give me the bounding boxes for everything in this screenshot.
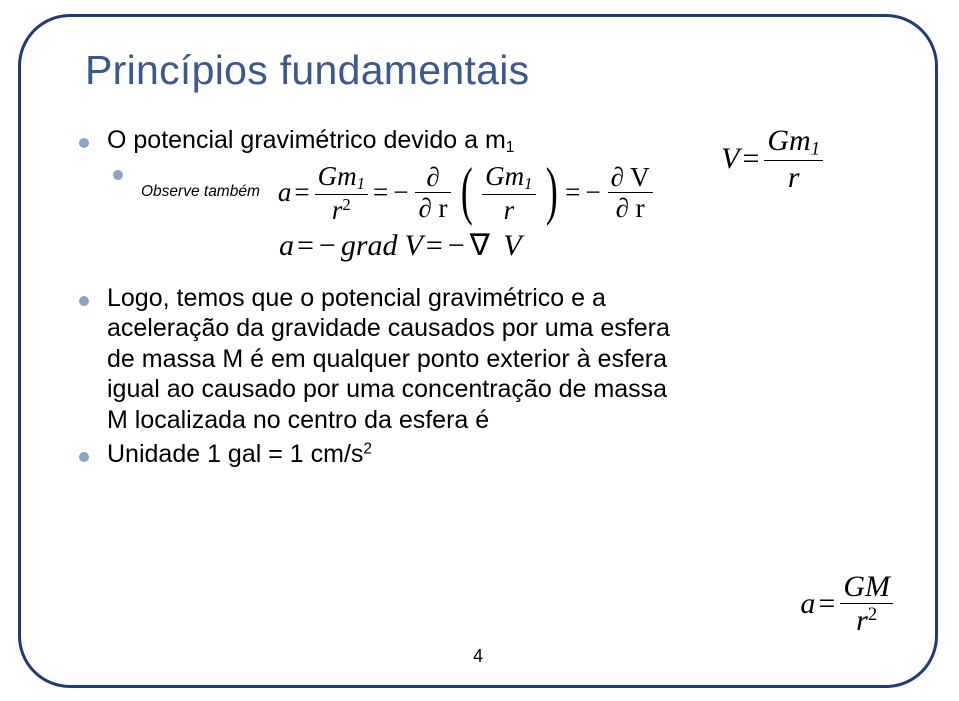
sym-a2: a [279, 228, 294, 265]
in-num: Gm [485, 161, 524, 191]
num-GM: GM [840, 571, 893, 603]
slide-content: O potencial gravimétrico devido a m1 Obs… [79, 125, 909, 474]
den-r3: r [856, 605, 868, 638]
bullet-2-text: Observe também [79, 183, 278, 202]
d-num: ∂ [415, 163, 450, 191]
sym-a: a [278, 176, 292, 209]
equation-a-GM: a= GM r2 [800, 571, 895, 637]
bullet-dot-icon [113, 170, 123, 180]
bullet-1: O potencial gravimétrico devido a m1 [79, 125, 909, 158]
bullet-3: Logo, temos que o potencial gravimétrico… [79, 283, 909, 436]
sup-2: 2 [342, 195, 350, 214]
b4-sup: 2 [363, 441, 372, 458]
den-r2: r [332, 195, 343, 225]
equation-a-line: a= Gm1 r2 =− ∂ ∂ r ( Gm1 r ) [278, 162, 655, 224]
slide-frame: Princípios fundamentais V = Gm1 r O pote… [18, 14, 938, 688]
bullet-2: Observe também a= Gm1 r2 =− ∂ ∂ r ( Gm1 [79, 162, 909, 224]
slide-title: Princípios fundamentais [85, 47, 529, 94]
bullet-dot-icon [79, 296, 89, 306]
sym-V2: V [503, 228, 521, 265]
dV-num: ∂ V [608, 163, 653, 191]
page-number: 4 [21, 646, 935, 667]
bullet-1-text: O potencial gravimétrico devido a m [107, 126, 506, 154]
sup-2b: 2 [868, 604, 877, 625]
in-sub: 1 [524, 174, 532, 193]
equation-grad: a=− grad V=−∇ V [279, 228, 909, 265]
sym-V1: V [405, 228, 423, 265]
dV-den: ∂ r [608, 194, 653, 222]
bullet-dot-icon [79, 138, 89, 148]
num-Gm1: Gm [318, 161, 357, 191]
b3-l4: igual ao causado por uma concentração de… [107, 375, 667, 403]
b3-l3: de massa M é em qualquer ponto exterior … [107, 345, 667, 373]
b4-text: Unidade 1 gal = 1 cm/s [107, 440, 363, 468]
sym-grad: grad [341, 228, 402, 265]
sub-1b: 1 [357, 174, 365, 193]
b3-l2: aceleração da gravidade causados por uma… [107, 314, 670, 342]
bullet-1-sub: 1 [506, 139, 515, 156]
in-den: r [482, 196, 535, 224]
b3-l1: Logo, temos que o potencial gravimétrico… [107, 284, 606, 312]
d-den: ∂ r [415, 194, 450, 222]
bullet-4: Unidade 1 gal = 1 cm/s2 [79, 439, 909, 470]
b3-l5: M localizada no centro da esfera é [107, 406, 489, 434]
sym-a3: a [800, 587, 815, 621]
